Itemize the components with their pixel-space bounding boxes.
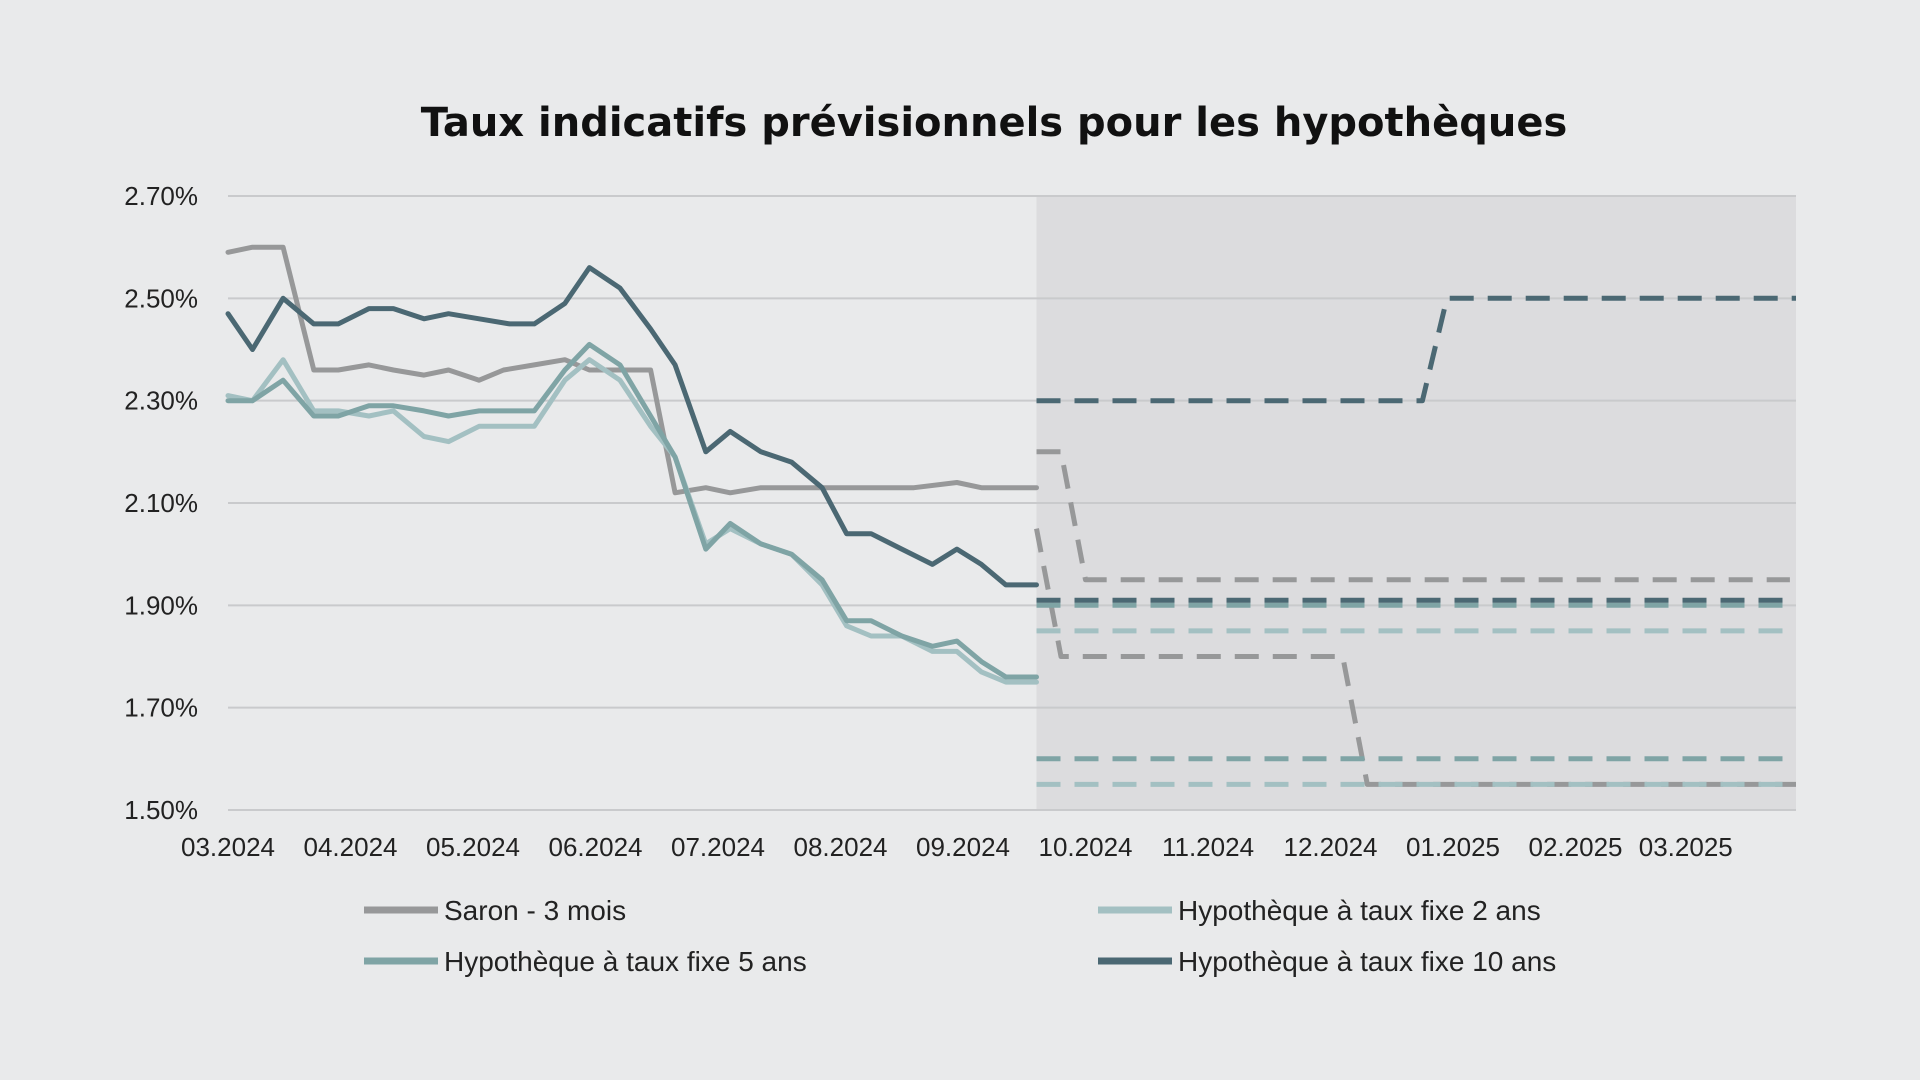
series-line-saron-3-mois bbox=[225, 244, 1039, 496]
x-tick-label: 06.2024 bbox=[549, 832, 643, 862]
chart-title: Taux indicatifs prévisionnels pour les h… bbox=[421, 100, 1568, 146]
legend-label: Hypothèque à taux fixe 5 ans bbox=[444, 946, 807, 977]
legend: Saron - 3 mois Hypothèque à taux fixe 2 a… bbox=[364, 895, 1556, 977]
x-tick-label: 03.2025 bbox=[1639, 832, 1733, 862]
forecast-line-saron-3-mois bbox=[1036, 449, 1790, 583]
x-tick-label: 09.2024 bbox=[916, 832, 1010, 862]
series-line-hypotheque-a-taux-fixe-2-ans bbox=[225, 357, 1039, 685]
series-line-hypotheque-a-taux-fixe-10-ans bbox=[225, 265, 1039, 588]
y-tick-label: 2.70% bbox=[124, 181, 198, 211]
series-layer bbox=[225, 244, 1796, 787]
y-tick-label: 1.50% bbox=[124, 795, 198, 825]
series-line-hypotheque-a-taux-fixe-5-ans bbox=[225, 341, 1039, 680]
x-tick-label: 04.2024 bbox=[304, 832, 398, 862]
y-tick-label: 2.50% bbox=[124, 283, 198, 313]
x-tick-label: 01.2025 bbox=[1406, 832, 1500, 862]
y-tick-label: 1.90% bbox=[124, 590, 198, 620]
y-tick-label: 2.10% bbox=[124, 488, 198, 518]
y-tick-label: 1.70% bbox=[124, 693, 198, 723]
x-tick-label: 05.2024 bbox=[426, 832, 520, 862]
legend-label: Hypothèque à taux fixe 10 ans bbox=[1178, 946, 1556, 977]
y-tick-label: 2.30% bbox=[124, 386, 198, 416]
y-axis: 1.50% 1.70% 1.90% 2.10% 2.30% 2.50% 2.70% bbox=[124, 181, 198, 825]
x-tick-label: 08.2024 bbox=[794, 832, 888, 862]
x-tick-label: 02.2025 bbox=[1529, 832, 1623, 862]
x-tick-label: 03.2024 bbox=[181, 832, 275, 862]
legend-label: Saron - 3 mois bbox=[444, 895, 626, 926]
x-tick-label: 07.2024 bbox=[671, 832, 765, 862]
x-tick-label: 12.2024 bbox=[1284, 832, 1378, 862]
x-tick-label: 11.2024 bbox=[1162, 832, 1254, 862]
x-axis: 03.2024 04.2024 05.2024 06.2024 07.2024 08.20… bbox=[181, 832, 1733, 862]
forecast-line-hypotheque-a-taux-fixe-10-ans bbox=[1036, 295, 1796, 404]
legend-label: Hypothèque à taux fixe 2 ans bbox=[1178, 895, 1541, 926]
x-tick-label: 10.2024 bbox=[1039, 832, 1133, 862]
